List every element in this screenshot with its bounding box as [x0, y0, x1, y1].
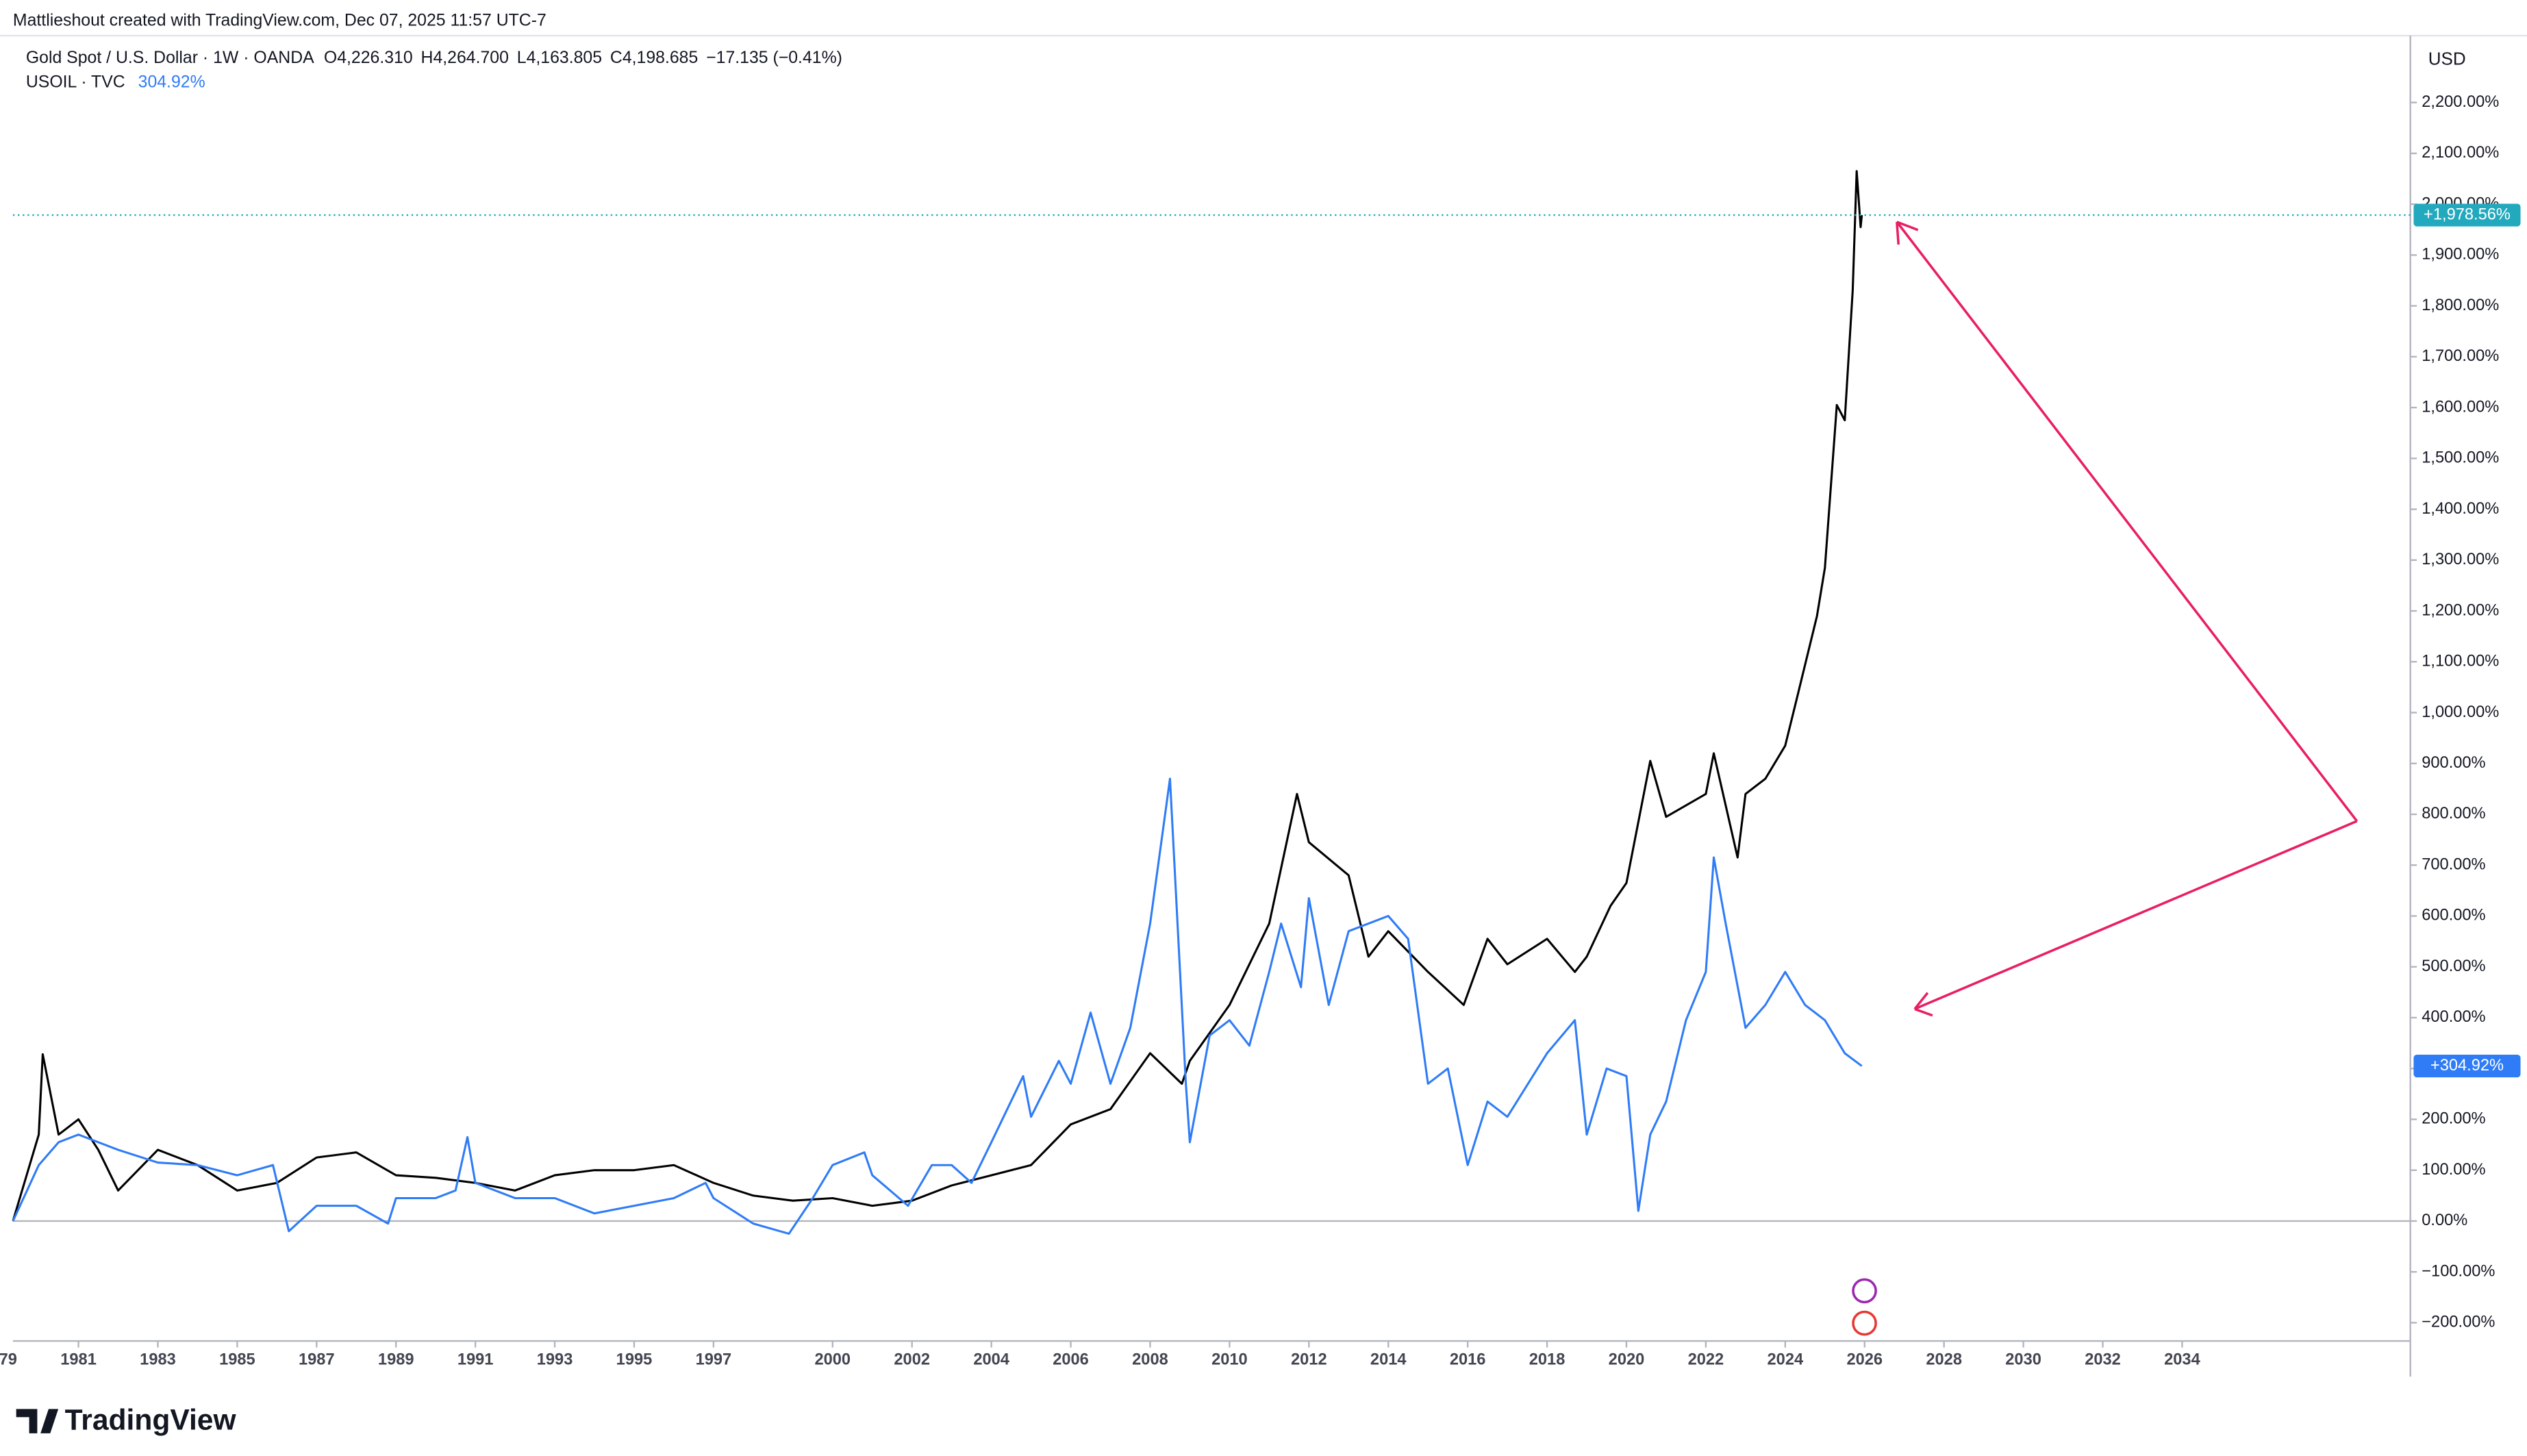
ohlc-value: 4,226.310 — [337, 49, 412, 67]
ohlc-value: 4,163.805 — [527, 49, 602, 67]
event-icon[interactable] — [1852, 1310, 1877, 1336]
event-icon[interactable] — [1852, 1278, 1877, 1304]
x-tick-label: 1979 — [0, 1351, 17, 1369]
y-tick-label: 1,600.00% — [2422, 398, 2499, 416]
legend-oil: USOIL · TVC 304.92% — [26, 73, 205, 91]
legend-gold: Gold Spot / U.S. Dollar · 1W · OANDA O4,2… — [26, 49, 842, 67]
legend-value: 304.92% — [138, 73, 205, 91]
y-tick-label: 1,500.00% — [2422, 449, 2499, 467]
ohlc-label: O — [324, 49, 337, 67]
x-tick-label: 2020 — [1609, 1351, 1645, 1369]
x-tick-label: 1985 — [219, 1351, 255, 1369]
x-tick-label: 2024 — [1768, 1351, 1804, 1369]
plot: −200.00%−100.00%0.00%100.00%200.00%300.0… — [0, 93, 2521, 1369]
x-tick-label: 2010 — [1211, 1351, 1248, 1369]
y-tick-label: 200.00% — [2422, 1110, 2485, 1128]
x-tick-label: 2012 — [1291, 1351, 1327, 1369]
series-line — [12, 777, 1863, 1235]
y-tick-label: 1,400.00% — [2422, 500, 2499, 518]
y-tick-label: 1,300.00% — [2422, 551, 2499, 568]
price-label: +1,978.56% — [2424, 205, 2511, 223]
y-tick-label: −200.00% — [2422, 1314, 2495, 1331]
y-tick-label: 600.00% — [2422, 907, 2485, 925]
y-tick-label: 800.00% — [2422, 805, 2485, 823]
x-tick-label: 2030 — [2005, 1351, 2041, 1369]
ohlc-value: 4,264.700 — [433, 49, 508, 67]
y-tick-label: 2,100.00% — [2422, 144, 2499, 162]
y-tick-label: 1,700.00% — [2422, 347, 2499, 365]
y-tick-label: 1,900.00% — [2422, 246, 2499, 264]
ohlc-value: 4,198.685 — [623, 49, 698, 67]
y-tick-label: 400.00% — [2422, 1008, 2485, 1026]
ohlc-label: C — [610, 49, 623, 67]
y-tick-label: 1,100.00% — [2422, 653, 2499, 670]
y-tick-label: −100.00% — [2422, 1262, 2495, 1280]
x-tick-label: 2014 — [1370, 1351, 1407, 1369]
change: −17.135 (−0.41%) — [706, 49, 842, 67]
x-tick-label: 2006 — [1053, 1351, 1089, 1369]
y-tick-label: 1,800.00% — [2422, 297, 2499, 314]
x-tick-label: 2022 — [1688, 1351, 1724, 1369]
x-tick-label: 2000 — [814, 1351, 851, 1369]
y-tick-label: 100.00% — [2422, 1161, 2485, 1179]
watermark: TradingView — [65, 1404, 237, 1437]
x-tick-label: 2016 — [1450, 1351, 1486, 1369]
legend-name: USOIL · TVC — [26, 73, 125, 91]
x-tick-label: 2034 — [2164, 1351, 2200, 1369]
arrow — [1913, 820, 2358, 1017]
x-tick-label: 1991 — [457, 1351, 494, 1369]
x-tick-label: 2002 — [894, 1351, 930, 1369]
y-tick-label: 2,200.00% — [2422, 93, 2499, 111]
y-tick-label: 0.00% — [2422, 1212, 2467, 1229]
y-tick-label: 1,000.00% — [2422, 703, 2499, 721]
logo: TradingView — [16, 1404, 237, 1437]
header: Mattlieshout created with TradingView.co… — [13, 11, 546, 29]
x-tick-label: 2028 — [1926, 1351, 1962, 1369]
y-tick-label: 1,200.00% — [2422, 601, 2499, 619]
y-tick-label: 900.00% — [2422, 754, 2485, 772]
x-tick-label: 1997 — [696, 1351, 732, 1369]
price-label-box — [2413, 1054, 2521, 1078]
x-tick-label: 1993 — [537, 1351, 573, 1369]
y-tick-label: 500.00% — [2422, 957, 2485, 975]
y-tick-label: 700.00% — [2422, 855, 2485, 873]
legend-name: Gold Spot / U.S. Dollar · 1W · OANDA — [26, 49, 314, 67]
x-tick-label: 1995 — [616, 1351, 653, 1369]
x-tick-label: 2026 — [1846, 1351, 1883, 1369]
currency: USD — [2428, 48, 2466, 68]
price-label-box — [2413, 203, 2521, 227]
x-tick-label: 2018 — [1529, 1351, 1566, 1369]
ohlc-label: H — [421, 49, 433, 67]
arrow — [1896, 221, 2359, 823]
logo-icon — [16, 1409, 59, 1433]
annotation-arrows — [1896, 221, 2359, 1017]
price-label: +304.92% — [2430, 1057, 2504, 1075]
x-tick-label: 2008 — [1132, 1351, 1168, 1369]
x-tick-label: 2032 — [2085, 1351, 2121, 1369]
x-tick-label: 2004 — [973, 1351, 1009, 1369]
x-tick-label: 1989 — [378, 1351, 414, 1369]
x-tick-label: 1981 — [60, 1351, 97, 1369]
x-tick-label: 1983 — [140, 1351, 176, 1369]
x-tick-label: 1987 — [299, 1351, 335, 1369]
ohlc-label: L — [517, 49, 527, 67]
